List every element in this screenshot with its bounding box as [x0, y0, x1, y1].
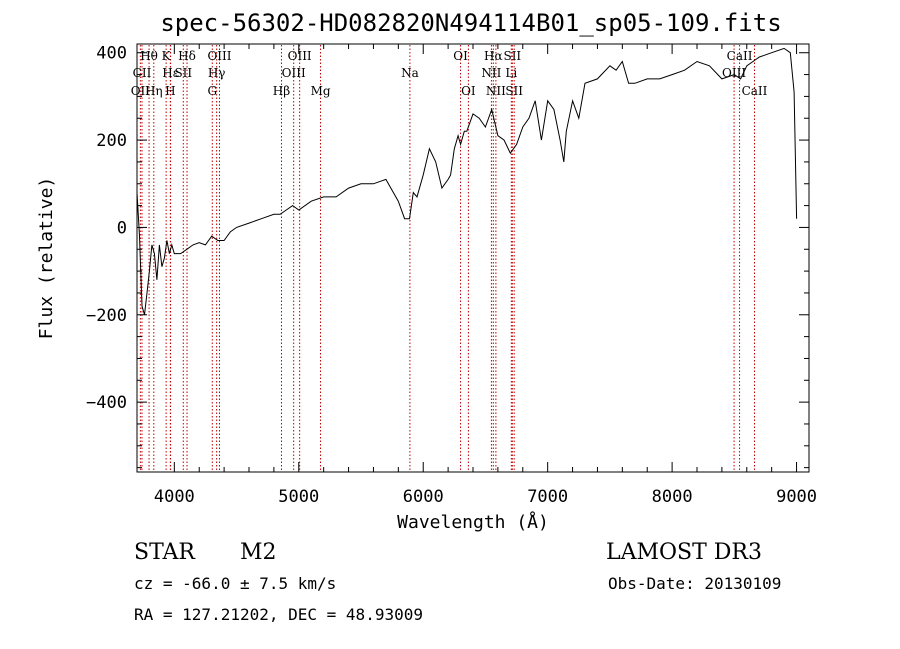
spectral-line-labels: Hθ CII OII K Hε Hη H Hδ SII OIII Hγ G OIII OIII Hβ Mg Na…: [131, 49, 768, 98]
chart-title: spec-56302-HD082820N494114B01_sp05-109.f…: [160, 9, 781, 37]
spectral-line-label: OIII: [282, 66, 306, 80]
y-tick-label: −400: [86, 393, 127, 413]
spectral-line-label: Hδ: [178, 49, 196, 63]
y-axis: −400 −200 0 200 400: [86, 44, 809, 469]
spectral-line-label: Na: [401, 66, 419, 80]
spectral-line-label: SII: [174, 66, 192, 80]
y-tick-label: 200: [96, 131, 127, 151]
plot-frame: [136, 43, 810, 473]
spectral-line-label: Hε: [162, 66, 179, 80]
spectral-line-label: OI: [453, 49, 468, 63]
spectral-line-label: OII: [131, 84, 151, 98]
spectral-line-label: OI: [461, 84, 476, 98]
redshift-text: cz = -66.0 ± 7.5 km/s: [134, 574, 336, 593]
spectral-line-label: NII: [486, 84, 506, 98]
spectral-line-label: Hα: [484, 49, 503, 63]
x-axis: 4000 5000 6000 7000 8000 9000: [154, 44, 817, 507]
spectral-line-label: Hη: [145, 84, 163, 98]
spectral-line-label: CaII: [742, 84, 768, 98]
x-axis-label: Wavelength (Å): [397, 511, 549, 533]
spectral-line-label: Mg: [311, 84, 331, 98]
spectral-line-label: Hθ: [140, 49, 158, 63]
spectral-line-label: NII: [481, 66, 501, 80]
spectral-line-label: Li: [505, 66, 517, 80]
spectral-line-markers: [139, 45, 755, 471]
spectral-line-label: OIII: [288, 49, 312, 63]
spectral-line-label: Hβ: [273, 84, 290, 98]
x-tick-label: 8000: [652, 487, 693, 507]
x-tick-label: 7000: [527, 487, 568, 507]
spectral-line-label: G: [207, 84, 217, 98]
spectral-line-label: CaII: [727, 49, 753, 63]
spectral-line-label: SII: [503, 49, 521, 63]
spectrum-line: [136, 47, 798, 315]
spectral-line-label: K: [162, 49, 172, 63]
x-tick-label: 4000: [154, 487, 195, 507]
obs-date: Obs-Date: 20130109: [608, 574, 781, 593]
survey-name: LAMOST DR3: [606, 540, 762, 565]
coordinates: RA = 127.21202, DEC = 48.93009: [134, 605, 423, 624]
y-tick-label: 0: [117, 218, 127, 238]
y-axis-label: Flux (relative): [36, 177, 57, 340]
x-tick-label: 9000: [776, 487, 817, 507]
x-tick-label: 5000: [278, 487, 319, 507]
spectral-line-label: Hγ: [208, 66, 226, 80]
object-class: STAR: [134, 540, 196, 565]
spectral-line-label: CII: [133, 66, 152, 80]
y-tick-label: −200: [86, 306, 127, 326]
y-tick-label: 400: [96, 44, 127, 64]
x-tick-label: 6000: [403, 487, 444, 507]
spectral-line-label: SII: [505, 84, 523, 98]
spectral-subclass: M2: [240, 540, 277, 565]
spectral-line-label: OIII: [207, 49, 231, 63]
spectral-line-label: H: [165, 84, 175, 98]
